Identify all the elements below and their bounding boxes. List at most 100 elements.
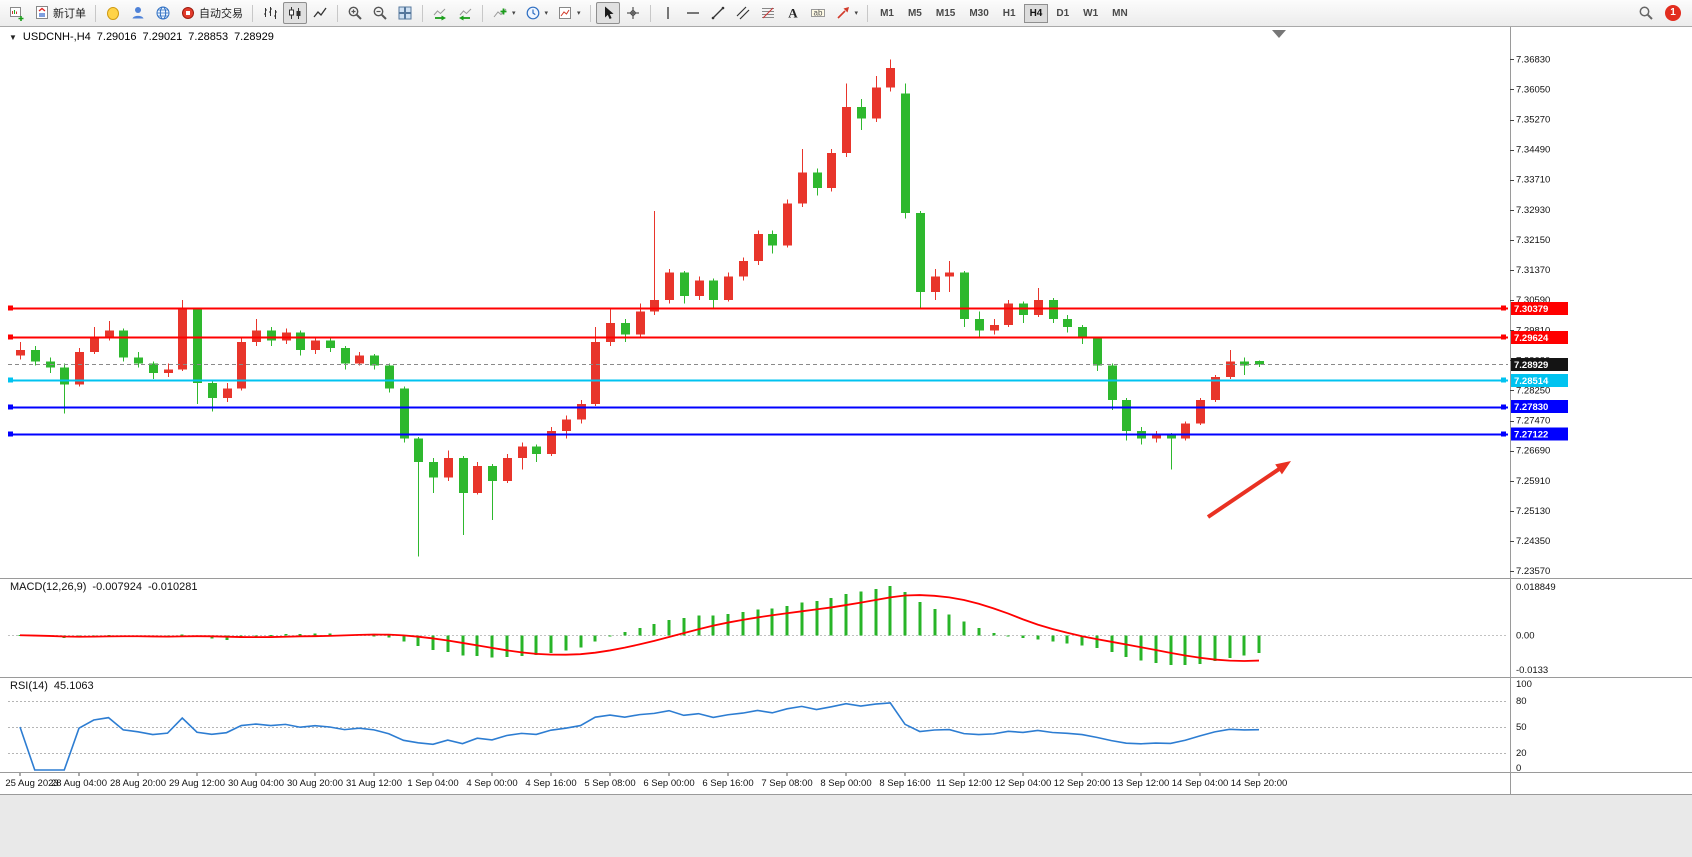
- resistance-line[interactable]: [8, 334, 1508, 340]
- chart-shift-marker-icon[interactable]: [1272, 30, 1286, 38]
- svg-text:7.33710: 7.33710: [1516, 175, 1550, 186]
- timeframe-d1[interactable]: D1: [1050, 4, 1075, 23]
- line-chart-icon: [312, 5, 328, 21]
- svg-text:28 Aug 04:00: 28 Aug 04:00: [51, 778, 107, 789]
- arrow-annotation[interactable]: [1206, 461, 1291, 519]
- cursor-button[interactable]: [595, 2, 620, 24]
- autotrading-button[interactable]: 自动交易: [176, 2, 247, 24]
- support-line[interactable]: [8, 404, 1508, 410]
- svg-text:7.26690: 7.26690: [1516, 446, 1550, 457]
- timeframe-mn[interactable]: MN: [1106, 4, 1134, 23]
- timeframe-m15[interactable]: M15: [930, 4, 961, 23]
- svg-text:A: A: [788, 6, 798, 21]
- price-tag: 7.27122: [1511, 427, 1568, 441]
- community-button[interactable]: [151, 2, 175, 24]
- svg-text:30 Aug 04:00: 30 Aug 04:00: [228, 778, 284, 789]
- vertical-line-button[interactable]: [656, 2, 680, 24]
- zoom-in-icon: [347, 5, 363, 21]
- macd-signal-value: -0.010281: [147, 581, 198, 593]
- auto-scroll-button[interactable]: [428, 2, 452, 24]
- horizontal-line-button[interactable]: [681, 2, 705, 24]
- timeframe-m1[interactable]: M1: [874, 4, 900, 23]
- candle-chart-icon: [287, 5, 303, 21]
- mql5-icon: [105, 5, 121, 21]
- periods-button[interactable]: ▾: [521, 2, 553, 24]
- svg-text:0: 0: [1516, 763, 1521, 774]
- svg-text:14 Sep 04:00: 14 Sep 04:00: [1172, 778, 1229, 789]
- svg-text:7 Sep 08:00: 7 Sep 08:00: [761, 778, 812, 789]
- profile-button[interactable]: [126, 2, 150, 24]
- svg-text:7.28929: 7.28929: [1514, 360, 1548, 371]
- one-click-trading-arrow-icon[interactable]: ▼: [9, 32, 17, 42]
- text-label-button[interactable]: ab: [806, 2, 830, 24]
- bar-chart-button[interactable]: [258, 2, 282, 24]
- svg-text:12 Sep 20:00: 12 Sep 20:00: [1054, 778, 1111, 789]
- svg-text:1 Sep 04:00: 1 Sep 04:00: [407, 778, 458, 789]
- candle-chart-button[interactable]: [283, 2, 307, 24]
- zoom-in-button[interactable]: [343, 2, 367, 24]
- svg-text:7.34490: 7.34490: [1516, 145, 1550, 156]
- text-icon: A: [785, 5, 801, 21]
- svg-text:25 Aug 2023: 25 Aug 2023: [5, 778, 58, 789]
- timeframe-m30[interactable]: M30: [963, 4, 994, 23]
- text-button[interactable]: A: [781, 2, 805, 24]
- timeframe-w1[interactable]: W1: [1077, 4, 1104, 23]
- svg-text:7.27470: 7.27470: [1516, 416, 1550, 427]
- new-chart-button[interactable]: [5, 2, 29, 24]
- new-order-button[interactable]: 新订单: [30, 2, 90, 24]
- channel-button[interactable]: [731, 2, 755, 24]
- svg-text:7.36830: 7.36830: [1516, 54, 1550, 65]
- resistance-line[interactable]: [8, 305, 1508, 311]
- fibonacci-button[interactable]: [756, 2, 780, 24]
- timeframe-m5[interactable]: M5: [902, 4, 928, 23]
- arrows-button[interactable]: ▾: [831, 2, 863, 24]
- svg-text:6 Sep 00:00: 6 Sep 00:00: [643, 778, 694, 789]
- level-line[interactable]: [8, 377, 1508, 383]
- new-order-label: 新订单: [53, 8, 86, 20]
- svg-text:28 Aug 20:00: 28 Aug 20:00: [110, 778, 166, 789]
- tile-windows-button[interactable]: [393, 2, 417, 24]
- indicators-icon: [492, 5, 508, 21]
- support-line[interactable]: [8, 431, 1508, 437]
- svg-text:7.23570: 7.23570: [1516, 566, 1550, 577]
- ohlc-low: 7.28853: [188, 31, 229, 43]
- timeframe-group: M1 M5 M15 M30 H1 H4 D1 W1 MN: [873, 3, 1135, 23]
- price-tag: 7.28929: [1511, 357, 1568, 371]
- timeframe-h4[interactable]: H4: [1023, 4, 1049, 23]
- macd-label: MACD(12,26,9) -0.007924 -0.010281: [10, 581, 198, 593]
- price-tag: 7.28514: [1511, 373, 1568, 387]
- ohlc-open: 7.29016: [96, 31, 137, 43]
- search-button[interactable]: [1634, 2, 1658, 24]
- toolbar-separator: [867, 4, 869, 22]
- chart-shift-button[interactable]: [453, 2, 477, 24]
- svg-text:30 Aug 20:00: 30 Aug 20:00: [287, 778, 343, 789]
- trendline-button[interactable]: [706, 2, 730, 24]
- svg-text:7.27122: 7.27122: [1514, 430, 1548, 441]
- globe-icon: [155, 5, 171, 21]
- indicators-button[interactable]: ▾: [488, 2, 520, 24]
- svg-text:7.36050: 7.36050: [1516, 84, 1550, 95]
- price-tag: 7.27830: [1511, 400, 1568, 414]
- timeframe-h1[interactable]: H1: [997, 4, 1022, 23]
- svg-text:0.00: 0.00: [1516, 631, 1535, 642]
- arrows-icon: [835, 5, 851, 21]
- toolbar: 新订单 自动交易 ▾ ▾ ▾ A ab ▾ M1 M5 M15 M30 H1 H4 D1 W1…: [0, 0, 1692, 27]
- macd-name: MACD(12,26,9): [10, 581, 87, 593]
- mql5-button[interactable]: [101, 2, 125, 24]
- toolbar-separator: [422, 4, 423, 22]
- chevron-down-icon: ▾: [577, 10, 581, 17]
- search-icon: [1638, 5, 1654, 21]
- crosshair-button[interactable]: [621, 2, 645, 24]
- fibonacci-icon: [760, 5, 776, 21]
- svg-text:7.29624: 7.29624: [1514, 333, 1549, 344]
- rsi-label: RSI(14) 45.1063: [10, 680, 94, 692]
- svg-text:8 Sep 16:00: 8 Sep 16:00: [879, 778, 930, 789]
- line-chart-button[interactable]: [308, 2, 332, 24]
- vertical-line-icon: [660, 5, 676, 21]
- templates-icon: [557, 5, 573, 21]
- zoom-out-button[interactable]: [368, 2, 392, 24]
- templates-button[interactable]: ▾: [553, 2, 585, 24]
- notification-badge[interactable]: 1: [1665, 5, 1681, 21]
